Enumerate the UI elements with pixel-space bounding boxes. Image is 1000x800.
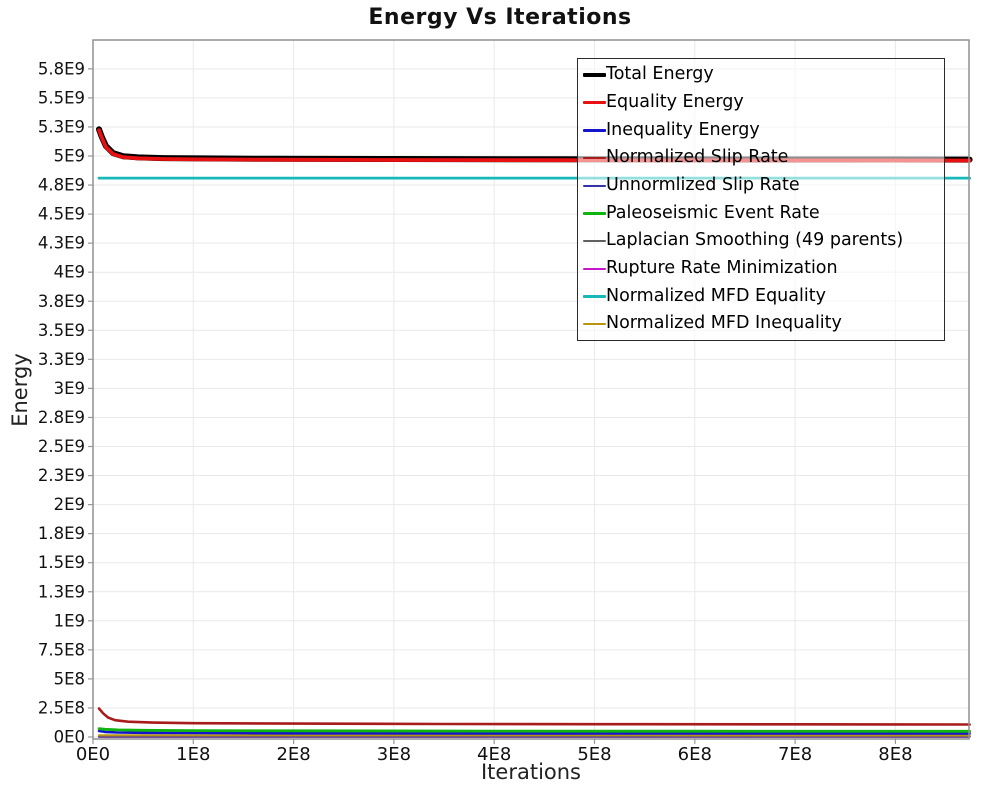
legend-row: Equality Energy: [583, 89, 944, 117]
x-tick-label: 0E0: [76, 744, 110, 765]
legend-label: Paleoseismic Event Rate: [606, 202, 820, 223]
y-tick-label: 2.3E9: [38, 466, 85, 485]
y-tick-label: 2E9: [54, 495, 85, 514]
y-tick-label: 3E9: [54, 379, 85, 398]
y-tick-label: 5E8: [54, 669, 85, 688]
legend-label: Normalized MFD Equality: [606, 285, 826, 306]
legend-row: Normalized MFD Inequality: [583, 310, 944, 338]
legend-row: Unnormlized Slip Rate: [583, 172, 944, 200]
legend-swatch-icon: [583, 323, 606, 326]
x-tick-label: 8E8: [878, 744, 912, 765]
legend-row: Laplacian Smoothing (49 parents): [583, 227, 944, 255]
legend-swatch-icon: [583, 239, 606, 243]
y-tick-label: 4.8E9: [38, 176, 85, 195]
x-tick-label: 5E8: [577, 744, 611, 765]
y-tick-label: 5.5E9: [38, 88, 85, 107]
legend-label: Unnormlized Slip Rate: [606, 174, 800, 195]
chart-title: Energy Vs Iterations: [368, 5, 632, 30]
legend-swatch-icon: [583, 267, 606, 270]
legend-label: Laplacian Smoothing (49 parents): [606, 230, 904, 251]
legend-label: Normalized Slip Rate: [606, 147, 789, 168]
y-axis-title: Energy: [8, 353, 32, 427]
y-tick-label: 5.8E9: [38, 59, 85, 78]
y-tick-label: 2.8E9: [38, 408, 85, 427]
legend-row: Rupture Rate Minimization: [583, 255, 944, 283]
y-tick-label: 1.5E9: [38, 553, 85, 572]
legend-row: Normalized Slip Rate: [583, 144, 944, 172]
legend-row: Inequality Energy: [583, 116, 944, 144]
x-tick-label: 1E8: [176, 744, 210, 765]
x-tick-label: 4E8: [477, 744, 511, 765]
y-tick-label: 4.5E9: [38, 205, 85, 224]
legend-swatch-icon: [583, 100, 606, 105]
legend-label: Total Energy: [606, 64, 714, 85]
y-tick-label: 3.5E9: [38, 321, 85, 340]
y-tick-label: 3.3E9: [38, 350, 85, 369]
legend-swatch-icon: [583, 184, 606, 187]
x-tick-label: 6E8: [678, 744, 712, 765]
series-paleoseismic-event-rate: [97, 727, 971, 733]
y-tick-label: 4E9: [54, 263, 85, 282]
series-inequality-energy: [97, 729, 971, 735]
y-tick-label: 4.3E9: [38, 234, 85, 253]
y-tick-label: 5E9: [54, 147, 85, 166]
legend: Total Energy Equality Energy Inequality En…: [577, 58, 945, 341]
y-tick-label: 0E0: [54, 728, 85, 747]
y-tick-label: 2.5E8: [38, 698, 85, 717]
x-axis-title: Iterations: [480, 760, 582, 784]
legend-swatch-icon: [583, 72, 606, 78]
legend-row: Total Energy: [583, 61, 944, 89]
legend-row: Normalized MFD Equality: [583, 283, 944, 311]
legend-swatch-icon: [583, 295, 606, 298]
series-normalized-slip-rate: [97, 707, 971, 726]
x-tick-label: 7E8: [778, 744, 812, 765]
legend-row: Paleoseismic Event Rate: [583, 200, 944, 228]
legend-swatch-icon: [583, 128, 606, 132]
axis-ticks: 0E0 2.5E8 5E8 7.5E8 1E9 1.3E9 1.5E9 1.8E9 2E9 2.3…: [38, 59, 913, 765]
legend-label: Equality Energy: [606, 91, 744, 112]
legend-label: Inequality Energy: [606, 119, 760, 140]
y-tick-label: 2.5E9: [38, 437, 85, 456]
legend-label: Rupture Rate Minimization: [606, 258, 838, 279]
y-tick-label: 3.8E9: [38, 292, 85, 311]
legend-label: Normalized MFD Inequality: [606, 313, 842, 334]
x-tick-label: 2E8: [276, 744, 310, 765]
plot-border: [92, 39, 970, 740]
x-tick-label: 3E8: [377, 744, 411, 765]
y-tick-label: 1E9: [54, 611, 85, 630]
legend-swatch-icon: [583, 156, 606, 160]
y-tick-label: 5.3E9: [38, 117, 85, 136]
y-tick-label: 1.3E9: [38, 582, 85, 601]
y-tick-label: 7.5E8: [38, 640, 85, 659]
y-tick-label: 1.8E9: [38, 524, 85, 543]
legend-swatch-icon: [583, 211, 606, 215]
